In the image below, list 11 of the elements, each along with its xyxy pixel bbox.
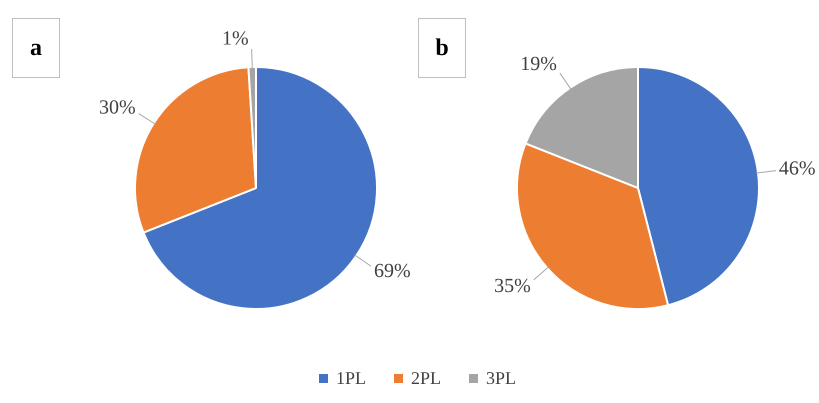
chart-title: b: [418, 18, 466, 78]
legend-label: 1PL: [336, 368, 366, 389]
data-label: 1%: [222, 27, 249, 50]
data-label: 46%: [778, 158, 816, 180]
legend-label: 2PL: [410, 368, 441, 389]
legend-label: 3PL: [486, 368, 516, 389]
data-label: 69%: [374, 260, 411, 282]
chart-title: a: [12, 18, 60, 78]
data-label: 19%: [520, 53, 557, 76]
data-label: 35%: [494, 274, 531, 297]
data-label: 30%: [98, 96, 136, 118]
